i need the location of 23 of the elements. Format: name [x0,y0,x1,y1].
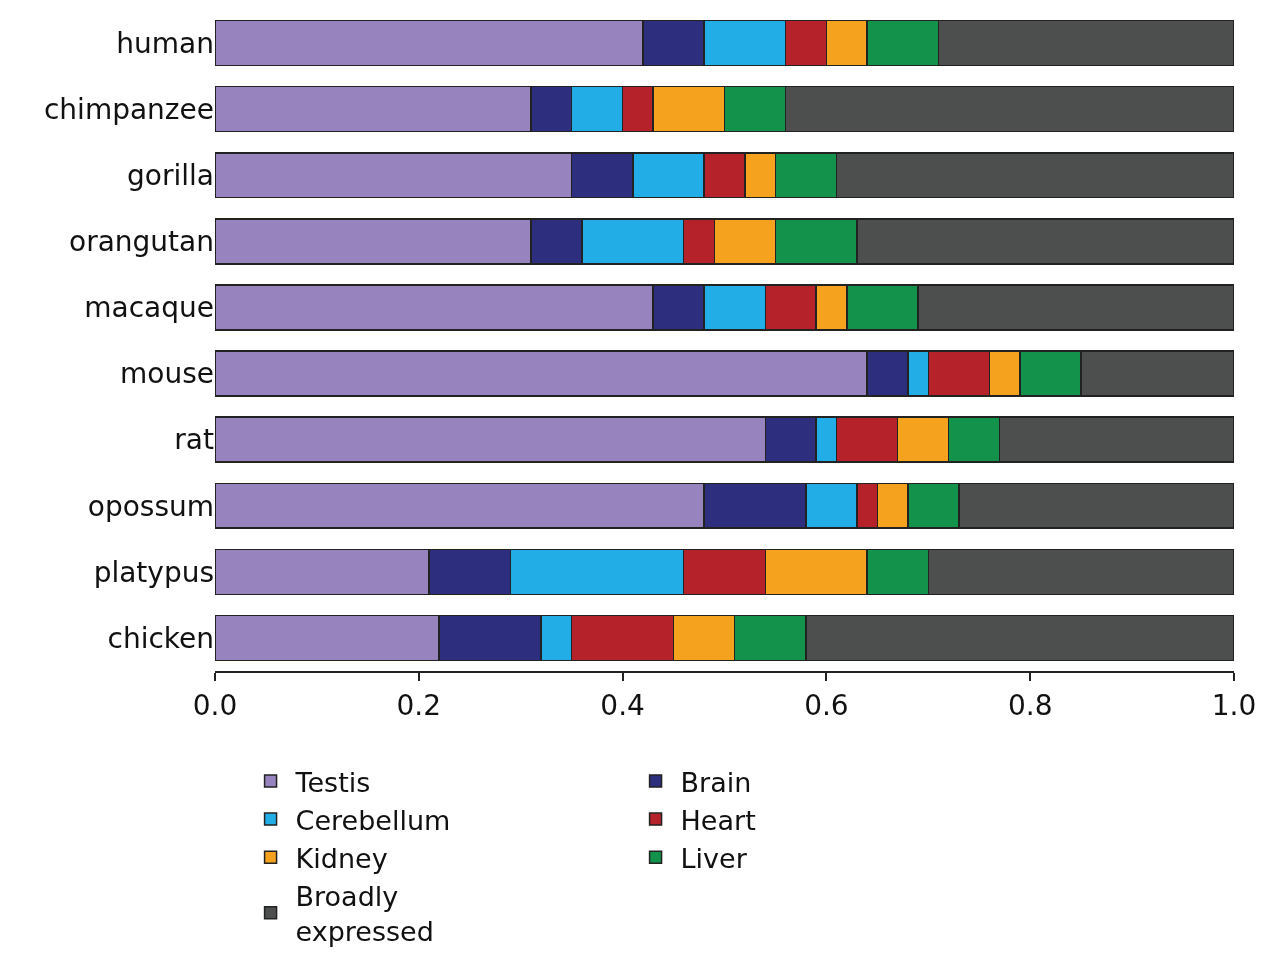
y-tick-label: chicken [107,621,214,655]
legend-label: Cerebellum [295,804,451,836]
legend-label: Testis [294,766,371,798]
y-tick-label: macaque [84,291,214,325]
y-tick-label: human [116,26,214,60]
x-tick-label: 0.8 [1007,688,1053,722]
legend-label: Broadly expressed [295,880,434,947]
x-tick-label: 0.2 [396,688,442,722]
y-tick-label: chimpanzee [43,92,214,126]
y-tick-label: rat [174,423,215,457]
y-tick-label: orangutan [69,225,214,259]
x-tick-label: 1.0 [1211,688,1257,722]
y-tick-label: gorilla [127,159,214,193]
x-tick-label: 0.0 [192,688,238,722]
legend-label: Heart [680,804,756,836]
y-tick-label: platypus [93,555,214,589]
legend-label: Kidney [295,842,388,874]
x-tick-label: 0.4 [600,688,645,722]
y-tick-label: mouse [120,357,214,391]
x-tick-label: 0.6 [804,688,849,722]
legend-label: Brain [680,766,752,798]
legend-label: Liver [680,842,748,874]
y-tick-label: opossum [87,489,214,523]
